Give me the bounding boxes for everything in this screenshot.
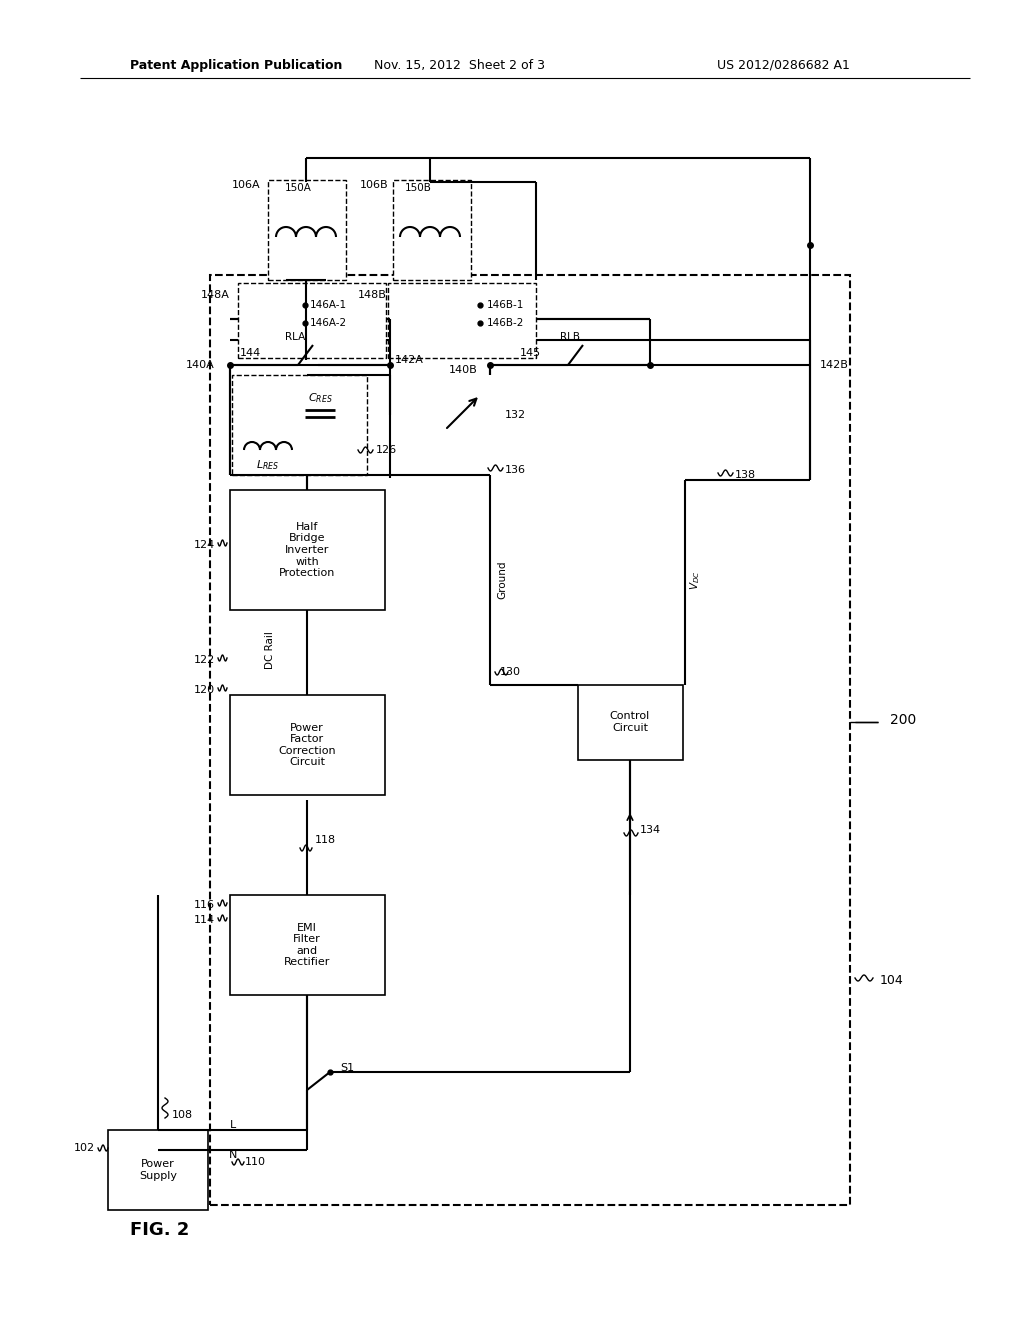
Text: RLB: RLB [560,333,580,342]
Text: Half
Bridge
Inverter
with
Protection: Half Bridge Inverter with Protection [279,521,335,578]
Bar [268,180,346,280]
Text: 106A: 106A [231,180,260,190]
Text: 110: 110 [245,1158,266,1167]
Text: 106B: 106B [359,180,388,190]
Text: 130: 130 [500,667,520,677]
Text: 140A: 140A [186,360,215,370]
Bar [230,696,385,795]
Text: EMI
Filter
and
Rectifier: EMI Filter and Rectifier [284,923,330,968]
Text: 146A-1: 146A-1 [310,300,347,310]
Text: 144: 144 [240,348,261,358]
Bar [230,895,385,995]
Text: 102: 102 [74,1143,95,1152]
Text: 146B-2: 146B-2 [487,318,524,327]
Text: $C_{RES}$: $C_{RES}$ [307,391,333,405]
Text: 116: 116 [194,900,215,909]
Text: 118: 118 [315,836,336,845]
Text: Control
Circuit: Control Circuit [610,711,650,733]
Text: 126: 126 [376,445,397,455]
Text: Ground: Ground [497,561,507,599]
Text: 145: 145 [519,348,541,358]
Text: $V_{DC}$: $V_{DC}$ [688,570,701,590]
Bar [232,375,367,475]
Text: 200: 200 [890,713,916,727]
Text: RLA: RLA [285,333,305,342]
Text: 140B: 140B [450,366,478,375]
Bar [210,275,850,1205]
Bar [578,685,683,760]
Text: 146B-1: 146B-1 [487,300,524,310]
Text: FIG. 2: FIG. 2 [130,1221,189,1239]
Text: Power
Factor
Correction
Circuit: Power Factor Correction Circuit [279,722,336,767]
Text: 104: 104 [880,974,904,986]
Text: 138: 138 [735,470,756,480]
Text: 148A: 148A [201,290,230,300]
Text: 136: 136 [505,465,526,475]
Text: 120: 120 [194,685,215,696]
Bar [230,490,385,610]
Text: 134: 134 [640,825,662,836]
Text: 146A-2: 146A-2 [310,318,347,327]
Bar [108,1130,208,1210]
Text: 148B: 148B [358,290,387,300]
Text: Nov. 15, 2012  Sheet 2 of 3: Nov. 15, 2012 Sheet 2 of 3 [375,58,546,71]
Text: US 2012/0286682 A1: US 2012/0286682 A1 [717,58,850,71]
Text: Power
Supply: Power Supply [139,1159,177,1181]
Text: $L_{RES}$: $L_{RES}$ [256,458,280,471]
Bar [393,180,471,280]
Text: 142B: 142B [820,360,849,370]
Text: S1: S1 [340,1063,354,1073]
Text: 142A: 142A [395,355,424,366]
Text: 124: 124 [194,540,215,550]
Text: 150B: 150B [406,183,432,193]
Text: 150A: 150A [285,183,312,193]
Text: L: L [229,1119,237,1130]
Bar [238,282,386,358]
Text: 122: 122 [194,655,215,665]
Text: 114: 114 [194,915,215,925]
Bar [388,282,536,358]
Text: 108: 108 [172,1110,194,1119]
Text: N: N [228,1150,238,1160]
Text: 132: 132 [505,411,526,420]
Text: Patent Application Publication: Patent Application Publication [130,58,342,71]
Text: DC Rail: DC Rail [265,631,275,669]
